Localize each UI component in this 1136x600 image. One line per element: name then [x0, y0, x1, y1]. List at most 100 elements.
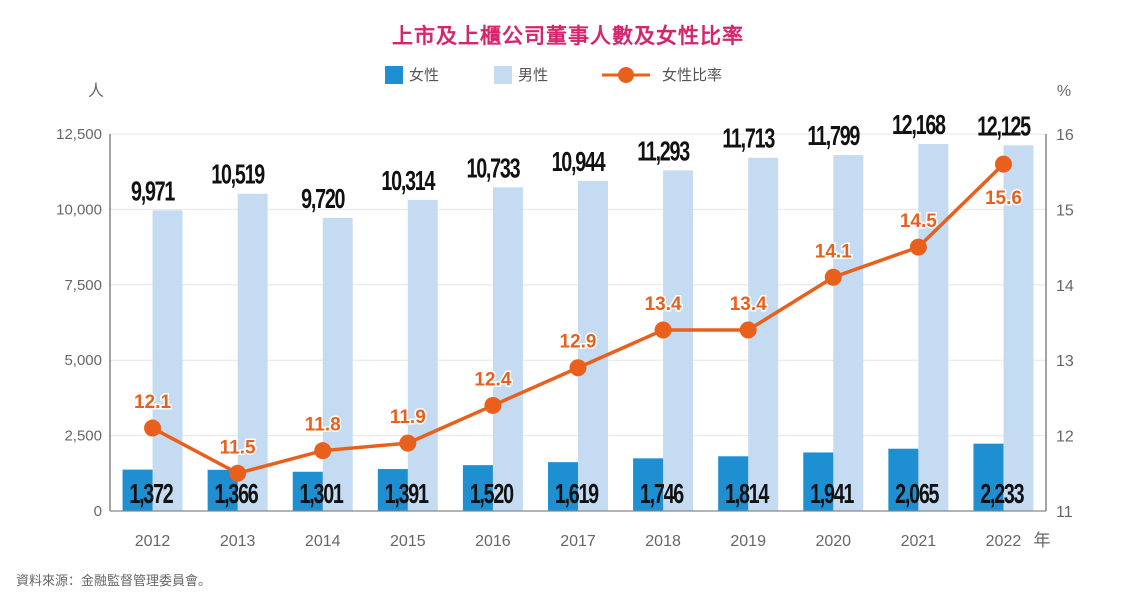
legend-label-ratio: 女性比率	[662, 66, 723, 84]
ratio-label: 12.9	[560, 332, 597, 353]
bar-label-female: 1,520	[470, 479, 514, 510]
legend-item-ratio: 女性比率	[600, 64, 722, 85]
ratio-point	[484, 396, 502, 414]
y-right-tick-label: 13	[1056, 353, 1074, 370]
ratio-label: 12.4	[474, 369, 511, 390]
ratio-point	[569, 359, 587, 377]
y-right-tick-label: 14	[1056, 278, 1074, 295]
bar-label-female: 1,372	[129, 479, 173, 510]
bar-label-female: 1,366	[214, 479, 258, 510]
x-unit-label: 年	[1034, 531, 1051, 550]
x-tick-label: 2013	[220, 533, 256, 550]
bar-label-male: 11,713	[722, 124, 775, 155]
ratio-point	[144, 419, 162, 437]
bar-male	[833, 155, 864, 512]
y-right-unit-label: %	[1057, 83, 1071, 100]
ratio-point	[229, 464, 247, 482]
y-right-tick-label: 11	[1056, 504, 1073, 521]
ratio-point	[909, 238, 927, 256]
y-left-tick-label: 0	[94, 503, 102, 520]
bar-label-female: 1,941	[810, 479, 854, 510]
bar-female	[803, 452, 834, 511]
legend-label-female: 女性	[409, 66, 440, 84]
y-left-tick-label: 2,500	[64, 428, 102, 445]
ratio-point	[994, 155, 1012, 173]
legend-swatch-female	[385, 65, 403, 84]
y-left-tick-label: 5,000	[64, 352, 102, 369]
legend-item-male: 男性	[494, 64, 548, 85]
bar-male	[152, 210, 183, 511]
bar-female	[548, 462, 578, 511]
bar-label-male: 11,799	[807, 121, 860, 152]
bar-male	[663, 170, 694, 511]
x-tick-label: 2016	[475, 533, 511, 550]
y-left-tick-label: 12,500	[56, 126, 102, 143]
bar-label-male: 10,733	[467, 153, 521, 184]
legend-line-marker-icon	[602, 66, 650, 83]
y-right-tick-label: 16	[1056, 127, 1074, 144]
ratio-label: 11.5	[220, 437, 256, 458]
x-tick-label: 2020	[815, 533, 851, 550]
legend: 女性 男性 女性比率	[0, 64, 1136, 88]
x-tick-label: 2021	[901, 533, 937, 550]
ratio-label: 11.9	[390, 407, 426, 428]
bar-label-female: 1,814	[725, 479, 770, 510]
ratio-label: 11.8	[305, 415, 341, 436]
ratio-label: 14.5	[900, 211, 937, 232]
ratio-point	[824, 268, 842, 286]
bar-female	[377, 469, 408, 511]
bar-female	[122, 469, 153, 511]
bar-label-male: 9,971	[131, 176, 175, 207]
ratio-point	[739, 321, 757, 339]
bar-label-male: 10,944	[552, 147, 607, 178]
ratio-label: 12.1	[134, 392, 171, 413]
ratio-label: 14.1	[815, 241, 852, 262]
ratio-point	[399, 434, 417, 452]
bar-male	[407, 199, 438, 512]
y-left-tick-label: 10,000	[56, 201, 102, 218]
bar-label-female: 2,233	[980, 479, 1024, 510]
bar-male	[492, 187, 523, 511]
legend-item-female: 女性	[385, 64, 439, 85]
y-left-unit-label: 人	[88, 82, 104, 100]
ratio-label: 13.4	[730, 294, 767, 315]
bar-label-female: 2,065	[895, 479, 939, 510]
bar-male	[578, 180, 608, 511]
x-tick-label: 2022	[986, 533, 1022, 550]
x-tick-label: 2019	[730, 533, 766, 550]
y-left-tick-label: 7,500	[64, 277, 102, 294]
chart-title: 上市及上櫃公司董事人數及女性比率	[392, 24, 744, 48]
ratio-point	[314, 442, 332, 460]
bar-label-male: 9,720	[301, 184, 345, 215]
bar-label-female: 1,301	[300, 479, 344, 510]
x-tick-label: 2018	[645, 533, 681, 550]
bar-label-female: 1,391	[385, 479, 429, 510]
bar-female	[718, 456, 749, 511]
x-tick-label: 2014	[305, 533, 341, 550]
bar-label-male: 10,519	[211, 160, 265, 191]
bar-label-male: 12,168	[892, 110, 946, 141]
bar-female	[633, 458, 664, 511]
bar-male	[1003, 145, 1034, 511]
legend-swatch-male	[494, 65, 512, 84]
bar-female	[462, 465, 493, 511]
y-right-tick-label: 12	[1056, 429, 1074, 446]
bar-label-male: 12,125	[977, 111, 1031, 142]
bar-label-female: 1,619	[555, 479, 599, 510]
x-tick-label: 2017	[560, 533, 596, 550]
bar-male	[918, 144, 949, 511]
legend-label-male: 男性	[518, 66, 549, 84]
y-right-tick-label: 15	[1056, 202, 1074, 219]
bar-female	[888, 448, 919, 511]
bar-female	[973, 443, 1004, 511]
bar-male	[322, 217, 353, 512]
bar-label-male: 10,314	[381, 166, 436, 197]
ratio-label: 13.4	[645, 294, 682, 315]
bar-female	[292, 471, 323, 511]
bar-male	[237, 193, 268, 512]
x-tick-label: 2015	[390, 533, 426, 550]
bar-label-male: 11,293	[637, 136, 690, 167]
bar-label-female: 1,746	[640, 479, 684, 510]
ratio-point	[654, 321, 672, 339]
